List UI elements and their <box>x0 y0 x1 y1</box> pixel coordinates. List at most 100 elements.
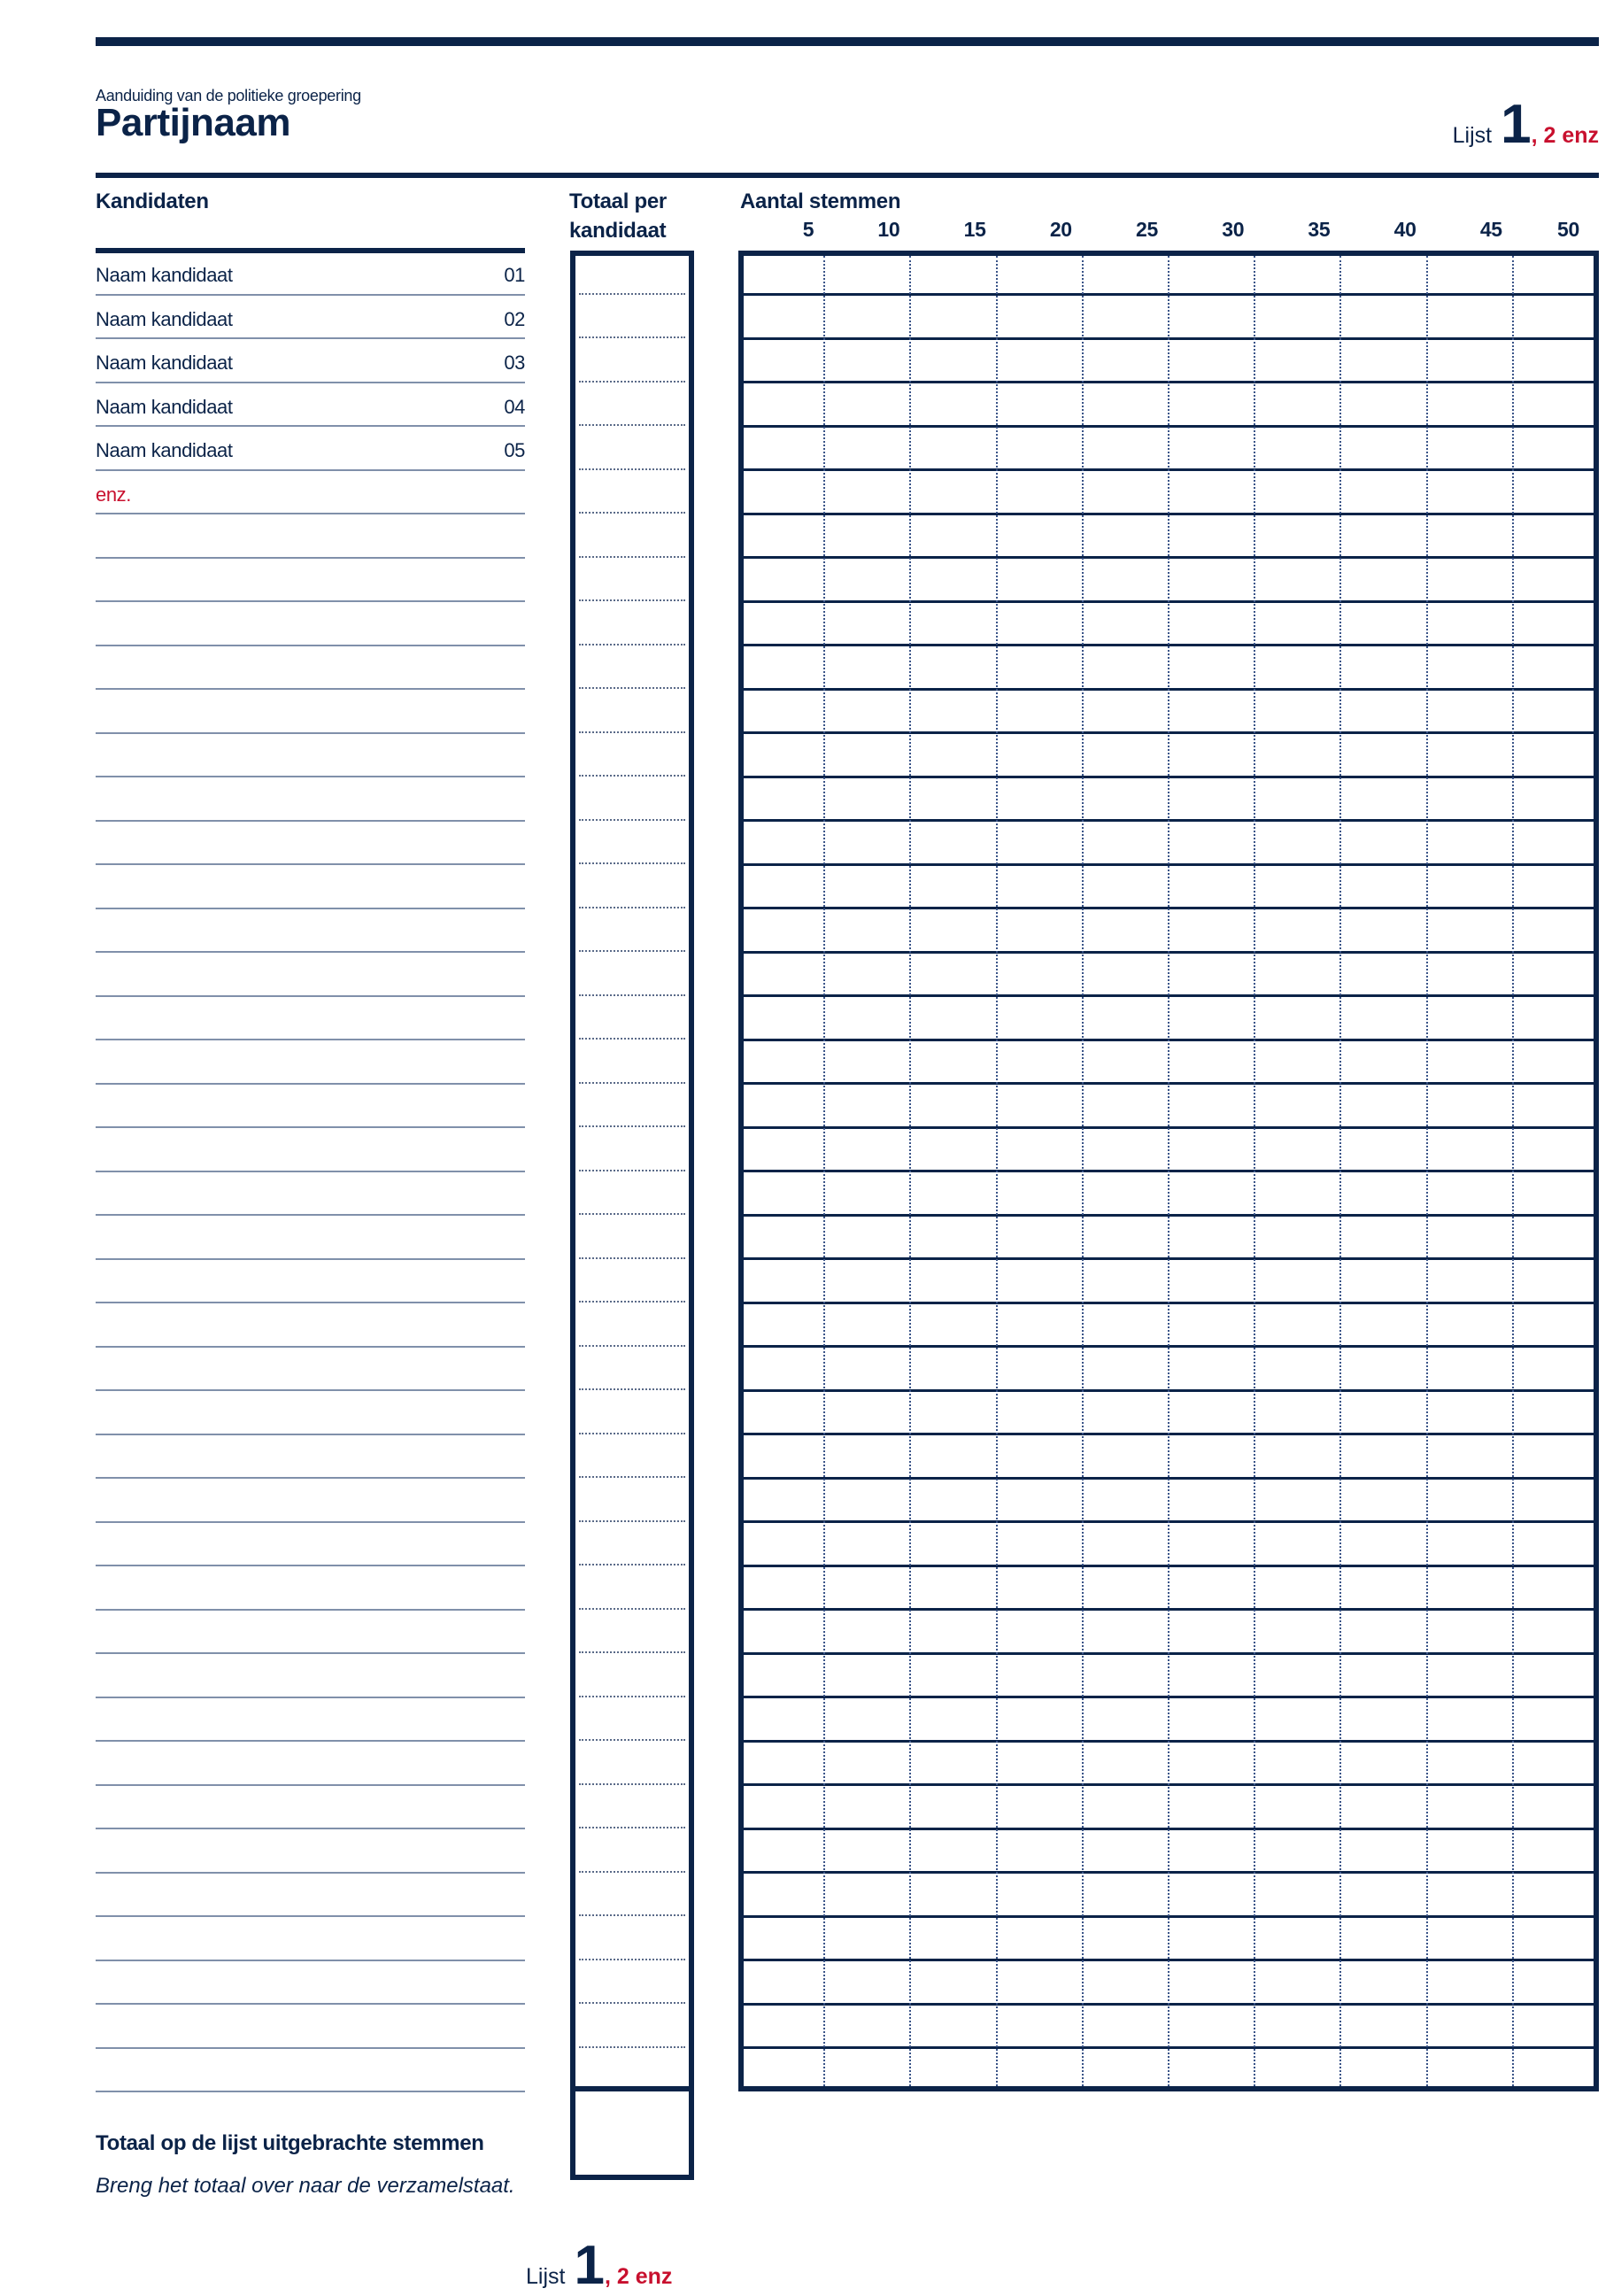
candidate-row-line <box>96 600 525 602</box>
candidate-row-line <box>96 1389 525 1391</box>
tally-column-divider <box>909 256 912 2086</box>
total-entry-line[interactable] <box>579 1914 685 1916</box>
total-entry-line[interactable] <box>579 687 685 689</box>
total-entry-line[interactable] <box>579 1870 685 1873</box>
total-entry-line[interactable] <box>579 1695 685 1697</box>
list-total-box[interactable] <box>570 2086 694 2180</box>
candidate-row-line <box>96 2091 525 2092</box>
list-word: Lijst <box>526 2264 566 2289</box>
total-entry-line[interactable] <box>579 468 685 470</box>
total-entry-line[interactable] <box>579 424 685 426</box>
total-entry-line[interactable] <box>579 1651 685 1653</box>
total-entry-line[interactable] <box>579 731 685 733</box>
instruction-text: Breng het totaal over naar de verzamelst… <box>96 2174 515 2198</box>
tally-column-divider <box>1168 256 1169 2086</box>
candidates-header-rule <box>96 248 525 253</box>
tally-column-divider <box>1425 256 1428 2086</box>
total-entry-line[interactable] <box>579 2045 685 2048</box>
candidates-header: Kandidaten <box>96 189 209 213</box>
candidate-row-line <box>96 731 525 734</box>
candidate-row-line <box>96 1696 525 1698</box>
candidate-row-line <box>96 468 525 471</box>
total-entry-line[interactable] <box>579 1476 685 1478</box>
total-per-candidate-column <box>570 251 694 2091</box>
candidate-row-line <box>96 381 525 383</box>
candidate-row-line <box>96 556 525 559</box>
votes-header: Aantal stemmen <box>740 189 901 213</box>
total-header-1: Totaal per <box>569 189 667 213</box>
candidate-row: Naam kandidaat 04 <box>96 396 525 419</box>
vote-count-tick: 15 <box>963 218 986 241</box>
vote-count-tick: 5 <box>802 218 814 241</box>
candidate-row-line <box>96 2046 525 2049</box>
total-entry-line[interactable] <box>579 775 685 777</box>
total-entry-line[interactable] <box>579 1301 685 1303</box>
total-entry-line[interactable] <box>579 1432 685 1434</box>
total-entry-line[interactable] <box>579 993 685 996</box>
total-entry-line[interactable] <box>579 1388 685 1390</box>
total-entry-line[interactable] <box>579 1564 685 1565</box>
total-entry-line[interactable] <box>579 1344 685 1347</box>
candidate-row-line <box>96 951 525 953</box>
total-entry-line[interactable] <box>579 1256 685 1259</box>
list-number: 1 <box>1501 94 1532 155</box>
total-entry-line[interactable] <box>579 512 685 514</box>
list-number: 1 <box>574 2235 605 2296</box>
total-entry-line[interactable] <box>579 950 685 952</box>
candidate-row-line <box>96 1039 525 1040</box>
candidate-row-line <box>96 994 525 997</box>
total-entry-line[interactable] <box>579 1782 685 1785</box>
candidate-name: Naam kandidaat <box>96 439 233 461</box>
candidate-row-line <box>96 1608 525 1611</box>
candidate-row-line <box>96 1257 525 1260</box>
total-entry-line[interactable] <box>579 380 685 383</box>
total-entry-line[interactable] <box>579 906 685 908</box>
total-entry-line[interactable] <box>579 1081 685 1084</box>
total-header-2: kandidaat <box>569 219 667 243</box>
vote-count-tick: 45 <box>1479 218 1502 241</box>
total-entry-line[interactable] <box>579 1607 685 1610</box>
total-entry-line[interactable] <box>579 2002 685 2004</box>
candidate-row-line <box>96 644 525 646</box>
total-entry-line[interactable] <box>579 555 685 558</box>
total-entry-line[interactable] <box>579 336 685 338</box>
candidate-row-line <box>96 1433 525 1435</box>
candidate-row-line <box>96 2003 525 2005</box>
total-entry-line[interactable] <box>579 818 685 821</box>
total-entry-line[interactable] <box>579 1958 685 1960</box>
candidate-row-line <box>96 1170 525 1172</box>
total-entry-line[interactable] <box>579 292 685 295</box>
total-entry-line[interactable] <box>579 862 685 864</box>
list-total-label: Totaal op de lijst uitgebrachte stemmen <box>96 2131 484 2155</box>
candidate-row-line <box>96 1652 525 1654</box>
total-entry-line[interactable] <box>579 1169 685 1171</box>
top-bar <box>96 37 1599 46</box>
candidate-row-line <box>96 1959 525 1961</box>
candidate-row: Naam kandidaat 03 <box>96 352 525 375</box>
candidate-row-line <box>96 863 525 865</box>
total-entry-line[interactable] <box>579 643 685 646</box>
total-entry-line[interactable] <box>579 1739 685 1741</box>
total-entry-line[interactable] <box>579 1125 685 1127</box>
candidate-name: Naam kandidaat <box>96 395 233 418</box>
candidate-name: Naam kandidaat <box>96 352 233 374</box>
etc-label: enz. <box>96 483 131 506</box>
vote-count-tick: 30 <box>1222 218 1245 241</box>
candidate-row-line <box>96 1915 525 1917</box>
vote-count-tick: 20 <box>1049 218 1072 241</box>
total-entry-line[interactable] <box>579 1038 685 1040</box>
tally-column-divider <box>823 256 826 2086</box>
header-rule <box>96 173 1599 178</box>
total-entry-line[interactable] <box>579 1213 685 1215</box>
candidate-row-line <box>96 1740 525 1742</box>
candidate-row-line <box>96 1477 525 1479</box>
total-entry-line[interactable] <box>579 599 685 601</box>
list-suffix: , 2 enz <box>604 2264 673 2289</box>
tally-column-divider <box>1511 256 1514 2086</box>
candidate-row: Naam kandidaat 02 <box>96 308 525 331</box>
total-entry-line[interactable] <box>579 1827 685 1828</box>
vote-count-tick: 35 <box>1308 218 1331 241</box>
tally-column-divider <box>1081 256 1084 2086</box>
tally-column-divider <box>1339 256 1342 2086</box>
total-entry-line[interactable] <box>579 1519 685 1522</box>
